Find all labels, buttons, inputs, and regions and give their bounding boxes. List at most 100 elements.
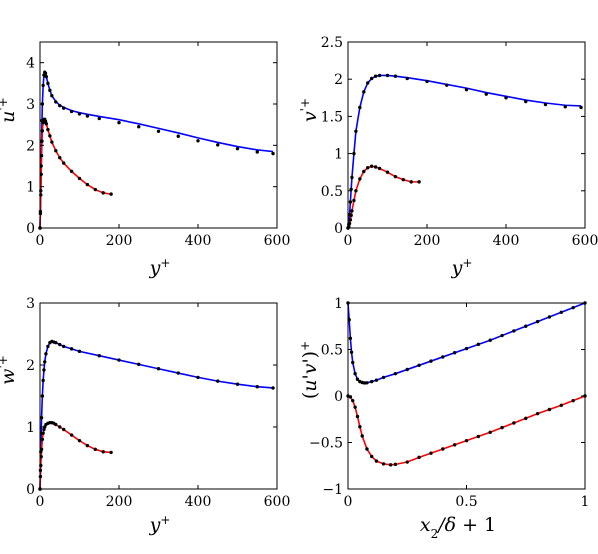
series-line-1 [347, 302, 586, 384]
data-point [54, 149, 58, 153]
y-tick-label: 1 [26, 180, 35, 196]
data-point [445, 83, 449, 87]
data-point [358, 424, 362, 429]
data-point [488, 430, 492, 434]
y-tick-label: 1 [334, 296, 343, 312]
data-point [353, 371, 357, 376]
series-line-1 [347, 74, 582, 229]
data-point [137, 125, 141, 129]
y-tick-label: 0.5 [321, 343, 343, 359]
data-point [58, 156, 62, 160]
data-point [429, 451, 433, 455]
data-point [543, 102, 548, 107]
x-tick-label: 400 [185, 233, 212, 249]
y-axis-label: u'+ [0, 97, 19, 123]
data-point [271, 386, 275, 390]
data-point [579, 105, 583, 110]
y-tick-label: 2.5 [321, 35, 343, 51]
x-tick-label: 0 [36, 233, 45, 249]
y-tick-label: 1 [334, 147, 343, 163]
data-point [50, 94, 54, 98]
data-point [512, 329, 516, 333]
y-tick-label: 0 [334, 389, 343, 405]
data-point [370, 164, 374, 168]
data-point [385, 170, 390, 174]
chart-panel-3: 0 200 400 600 0 1 2 3 y+ w'+ [0, 296, 290, 536]
data-point [571, 398, 575, 403]
data-point [373, 74, 378, 78]
data-point [176, 134, 180, 138]
data-point [44, 75, 49, 79]
y-tick-label: 0.5 [321, 184, 343, 200]
y-axis-label: w'+ [0, 355, 19, 385]
data-point [351, 360, 355, 365]
data-point [109, 192, 113, 196]
data-point [409, 180, 413, 184]
data-point [85, 114, 90, 118]
x-axis-label: y+ [149, 513, 171, 536]
data-point [54, 100, 58, 104]
series-line-3 [347, 395, 586, 466]
data-point [137, 362, 141, 367]
y-tick-label: −1 [322, 482, 343, 498]
data-point [46, 127, 50, 132]
data-point [393, 74, 398, 78]
data-point [196, 375, 200, 380]
series-line-3 [39, 421, 112, 490]
data-point [488, 338, 492, 342]
data-point [360, 434, 364, 438]
data-point [349, 350, 354, 354]
data-point [535, 411, 540, 416]
chart-panel-4: 0 0.5 1 −1 −0.5 0 0.5 1 x2/δ + 1 (u'v')+ [298, 296, 589, 541]
data-point [54, 340, 58, 345]
data-point [85, 182, 90, 187]
data-point [417, 363, 421, 368]
data-point [365, 447, 369, 451]
y-tick-label: 4 [26, 56, 35, 72]
data-point [429, 359, 433, 363]
data-point [77, 349, 82, 354]
data-point [381, 375, 386, 380]
data-point [69, 169, 74, 174]
plot-area [38, 70, 275, 230]
data-point [97, 116, 101, 121]
data-point [417, 455, 421, 460]
data-point [348, 218, 353, 222]
data-point [524, 99, 528, 104]
data-point [355, 414, 360, 419]
data-point [50, 140, 54, 144]
data-point [524, 416, 528, 421]
data-point [216, 143, 220, 147]
data-point [39, 447, 44, 452]
data-point [255, 150, 259, 154]
x-tick-label: 0 [344, 494, 353, 510]
x-tick-label: 1 [581, 494, 590, 510]
data-point [348, 200, 353, 204]
x-axis-label: y+ [149, 256, 171, 279]
data-point [109, 450, 113, 455]
data-point [385, 73, 390, 78]
data-point [366, 166, 370, 170]
data-point [41, 83, 45, 88]
data-point [355, 377, 360, 381]
data-point [370, 76, 374, 81]
y-tick-label: 3 [26, 296, 35, 312]
data-point [156, 129, 161, 133]
data-point [484, 92, 488, 96]
data-point [101, 191, 105, 195]
data-point [255, 385, 259, 389]
data-point [393, 174, 398, 179]
x-tick-label: 600 [264, 233, 291, 249]
data-point [46, 81, 50, 86]
data-point [512, 421, 516, 425]
data-point [441, 355, 445, 359]
data-point [351, 398, 355, 403]
series-line-3 [347, 165, 420, 229]
data-point [117, 120, 121, 125]
data-point [85, 443, 90, 448]
data-point [571, 305, 575, 310]
y-tick-label: 3 [26, 97, 35, 113]
x-axis-label: x2/δ + 1 [420, 514, 496, 541]
axis-frame [347, 302, 586, 490]
axis-frame [39, 302, 278, 490]
